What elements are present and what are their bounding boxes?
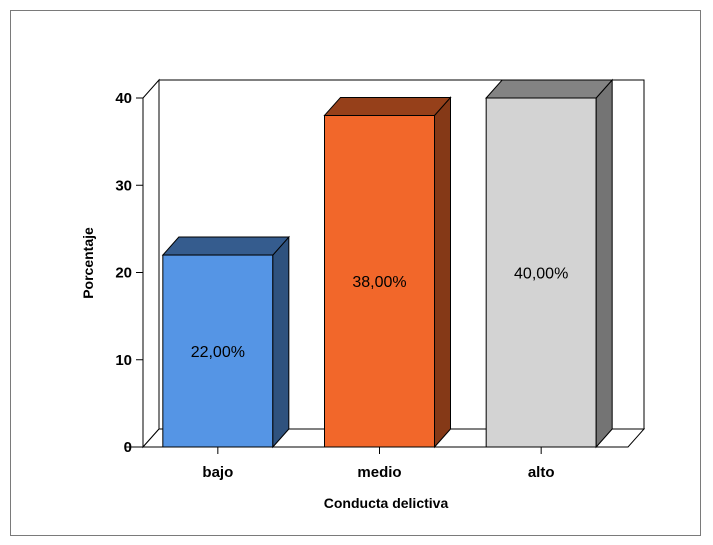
- category-label: medio: [357, 464, 401, 481]
- y-axis-title: Porcentaje: [80, 227, 96, 299]
- side-wall: [142, 78, 160, 449]
- category-label: alto: [528, 464, 555, 481]
- bar-alto: [485, 78, 614, 449]
- bar-front: [485, 97, 597, 448]
- data-label: 22,00%: [191, 344, 245, 361]
- bar-medio: [323, 96, 452, 449]
- y-tick-label: 20: [115, 265, 132, 282]
- y-tick-label: 0: [124, 439, 132, 456]
- category-label: bajo: [202, 464, 233, 481]
- bar-bajo: [161, 235, 290, 449]
- bar-side: [434, 96, 451, 449]
- data-label: 40,00%: [514, 266, 568, 283]
- bar-side: [272, 235, 290, 449]
- bar-front: [324, 114, 435, 448]
- bar-top: [323, 96, 452, 116]
- bar-top: [485, 79, 614, 99]
- y-tick-label: 30: [115, 177, 132, 194]
- x-axis-title: Conducta delictiva: [324, 495, 449, 511]
- bar-top: [161, 236, 290, 256]
- y-tick-label: 10: [115, 352, 132, 369]
- data-label: 38,00%: [352, 274, 406, 291]
- bar-front: [162, 254, 274, 448]
- y-tick-label: 40: [115, 90, 132, 107]
- bar-side: [595, 78, 613, 449]
